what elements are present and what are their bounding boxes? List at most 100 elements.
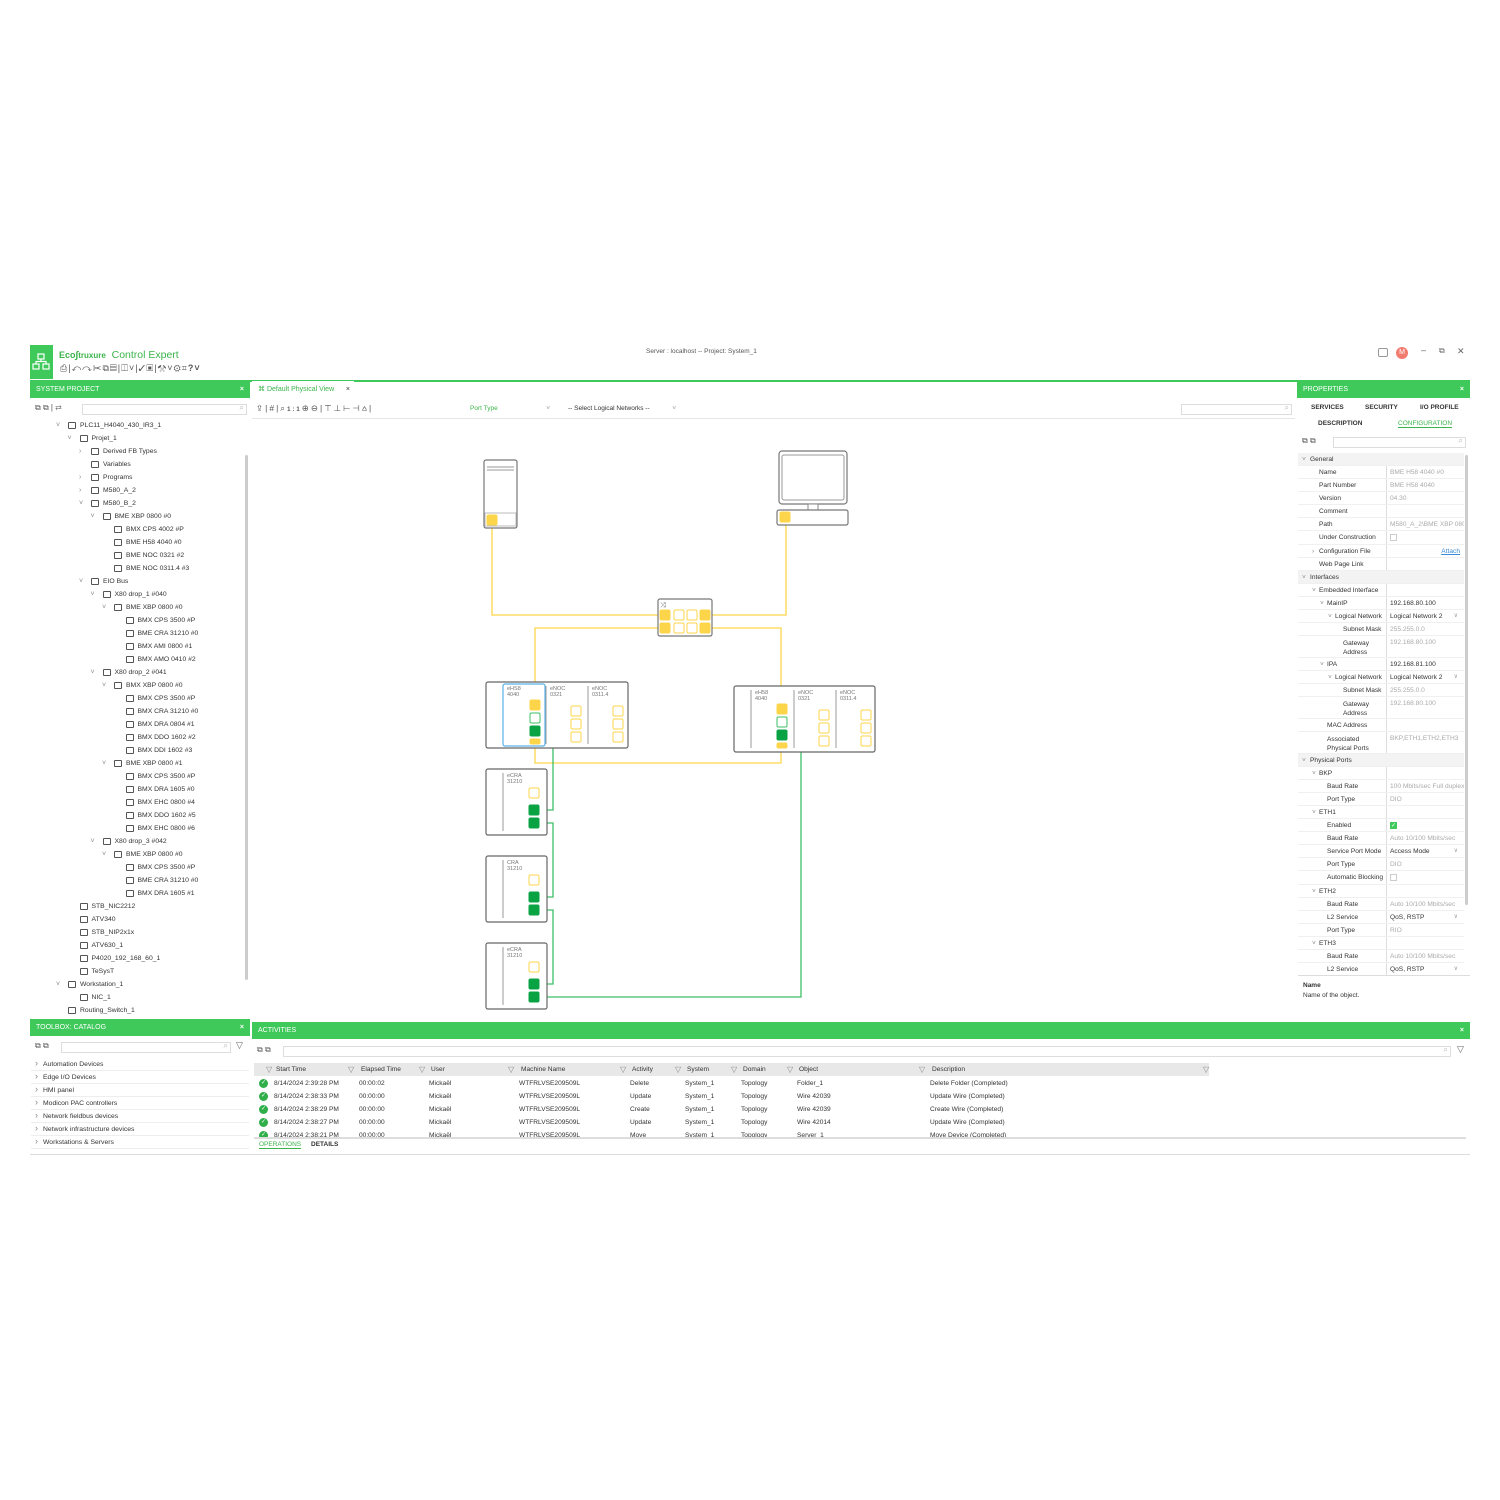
- chevron-right-icon[interactable]: ›: [79, 474, 82, 481]
- tab-operations[interactable]: OPERATIONS: [259, 1141, 302, 1149]
- align-left-icon[interactable]: ⊢: [343, 403, 353, 413]
- tab-close-icon[interactable]: ×: [345, 386, 350, 393]
- column-filter-icon[interactable]: ▽: [675, 1065, 682, 1074]
- chevron-down-icon[interactable]: ˅: [1302, 574, 1306, 581]
- chevron-down-icon[interactable]: ˅: [102, 851, 107, 858]
- fit-icon[interactable]: ⌗: [181, 363, 188, 373]
- close-icon[interactable]: ×: [239, 1024, 244, 1031]
- activities-search-input[interactable]: [283, 1045, 1451, 1057]
- expand-all-icon[interactable]: ⧉: [42, 403, 49, 412]
- chevron-right-icon[interactable]: ›: [79, 448, 82, 455]
- catalog-item[interactable]: Network infrastructure devices: [31, 1122, 249, 1136]
- chat-icon[interactable]: [1378, 348, 1388, 357]
- property-value[interactable]: QoS, RSTP: [1387, 963, 1464, 975]
- tree-scrollbar[interactable]: [245, 455, 248, 980]
- property-value[interactable]: QoS, RSTP: [1387, 911, 1464, 923]
- property-value[interactable]: ✓: [1387, 819, 1464, 831]
- column-header[interactable]: Activity: [632, 1066, 653, 1073]
- column-filter-icon[interactable]: ▽: [266, 1065, 273, 1074]
- column-header[interactable]: Object: [799, 1066, 819, 1073]
- catalog-search-input[interactable]: [61, 1041, 231, 1053]
- tab-description[interactable]: DESCRIPTION: [1318, 420, 1363, 427]
- catalog-item[interactable]: Modicon PAC controllers: [31, 1096, 249, 1110]
- distribute-icon[interactable]: ⩟: [361, 403, 369, 413]
- chevron-down-icon[interactable]: ˅: [1328, 674, 1332, 681]
- chevron-down-icon[interactable]: ˅: [90, 838, 95, 845]
- port-type-select[interactable]: Port Type ˅: [470, 405, 552, 412]
- check-icon[interactable]: ✓: [138, 363, 147, 373]
- column-filter-icon[interactable]: ▽: [348, 1065, 355, 1074]
- physical-topology-diagram[interactable]: ⤨ eHS8 4040 eNOC 0321 eNOC 0311.4 eH58 4040 eNOC 0…: [252, 420, 1295, 1018]
- align-top-icon[interactable]: ⊤: [324, 403, 334, 413]
- expand-all-icon[interactable]: ⧉: [264, 1045, 271, 1054]
- grid-icon[interactable]: #: [269, 403, 277, 413]
- close-icon[interactable]: ×: [1459, 1027, 1464, 1034]
- tab-services[interactable]: SERVICES: [1311, 404, 1344, 411]
- tools-icon[interactable]: ⚒˅: [157, 363, 174, 373]
- chevron-down-icon[interactable]: ˅: [90, 513, 95, 520]
- tree-search-input[interactable]: [82, 403, 247, 415]
- catalog-item[interactable]: Edge I/O Devices: [31, 1070, 249, 1084]
- zoom-out-icon[interactable]: ⊖: [310, 403, 320, 413]
- catalog-item[interactable]: Network fieldbus devices: [31, 1109, 249, 1123]
- collapse-all-icon[interactable]: ⧉: [1302, 436, 1308, 445]
- zoom-icon[interactable]: ⌕: [280, 403, 288, 413]
- chevron-right-icon[interactable]: ›: [79, 487, 82, 494]
- column-filter-icon[interactable]: ▽: [508, 1065, 515, 1074]
- zoom-in-icon[interactable]: ⊕: [301, 403, 311, 413]
- chevron-down-icon[interactable]: ˅: [102, 604, 107, 611]
- column-filter-icon[interactable]: ▽: [731, 1065, 738, 1074]
- chevron-down-icon[interactable]: ˅: [1312, 940, 1316, 947]
- property-value[interactable]: Logical Network 2: [1387, 610, 1464, 622]
- collapse-all-icon[interactable]: ⧉: [35, 1041, 41, 1050]
- diagram-search-input[interactable]: [1181, 403, 1292, 415]
- checkbox[interactable]: [1390, 534, 1397, 541]
- undo-icon[interactable]: ↶: [71, 363, 83, 373]
- chevron-down-icon[interactable]: ˅: [56, 422, 61, 429]
- chevron-down-icon[interactable]: ˅: [1312, 888, 1316, 895]
- chevron-down-icon[interactable]: ˅: [1302, 456, 1306, 463]
- chevron-down-icon[interactable]: ˅: [1320, 661, 1324, 668]
- chevron-down-icon[interactable]: ˅: [90, 669, 95, 676]
- minimize-button[interactable]: –: [1421, 345, 1427, 355]
- property-value[interactable]: [1387, 531, 1464, 544]
- close-icon[interactable]: ×: [239, 386, 244, 393]
- tab-security[interactable]: SECURITY: [1365, 404, 1398, 411]
- tab-details[interactable]: DETAILS: [311, 1141, 339, 1148]
- chevron-down-icon[interactable]: ˅: [79, 500, 84, 507]
- chevron-down-icon[interactable]: ˅: [1312, 809, 1316, 816]
- property-value[interactable]: [1387, 871, 1464, 884]
- avatar[interactable]: M: [1396, 347, 1408, 359]
- chevron-down-icon[interactable]: ˅: [79, 578, 84, 585]
- catalog-item[interactable]: HMI panel: [31, 1083, 249, 1097]
- align-right-icon[interactable]: ⊣: [352, 403, 362, 413]
- filter-icon[interactable]: ▽: [236, 1040, 243, 1050]
- help-icon[interactable]: ?˅: [187, 363, 201, 373]
- column-header[interactable]: Domain: [743, 1066, 766, 1073]
- build-icon[interactable]: ▣: [146, 363, 155, 373]
- properties-scrollbar[interactable]: [1465, 455, 1468, 905]
- print-icon[interactable]: ⎙: [60, 363, 69, 373]
- property-value[interactable]: Logical Network 2: [1387, 671, 1464, 683]
- collapse-all-icon[interactable]: ⧉: [35, 403, 41, 412]
- chevron-down-icon[interactable]: ˅: [102, 682, 107, 689]
- tab-nav-icon[interactable]: ◂ ▸ ▾: [1276, 386, 1291, 393]
- logical-networks-select[interactable]: -- Select Logical Networks -- ˅: [568, 405, 678, 412]
- column-header[interactable]: Elapsed Time: [361, 1066, 401, 1073]
- column-header[interactable]: User: [431, 1066, 445, 1073]
- column-header[interactable]: Start Time: [276, 1066, 307, 1073]
- export-icon[interactable]: ⇪: [256, 403, 266, 413]
- expand-all-icon[interactable]: ⧉: [42, 1041, 49, 1050]
- close-window-button[interactable]: ✕: [1457, 346, 1465, 356]
- cut-icon[interactable]: ✂: [92, 363, 103, 373]
- paste-icon[interactable]: ▤: [109, 363, 118, 373]
- tab-default-physical-view[interactable]: ⌘ Default Physical View ×: [252, 381, 354, 398]
- column-header[interactable]: System: [687, 1066, 709, 1073]
- chevron-down-icon[interactable]: ˅: [1302, 757, 1306, 764]
- chevron-down-icon[interactable]: ˅: [1312, 587, 1316, 594]
- align-bottom-icon[interactable]: ⊥: [333, 403, 344, 413]
- properties-search-input[interactable]: [1333, 436, 1466, 448]
- column-filter-icon[interactable]: ▽: [919, 1065, 926, 1074]
- chevron-down-icon[interactable]: ˅: [1320, 600, 1324, 607]
- catalog-item[interactable]: Automation Devices: [31, 1057, 249, 1071]
